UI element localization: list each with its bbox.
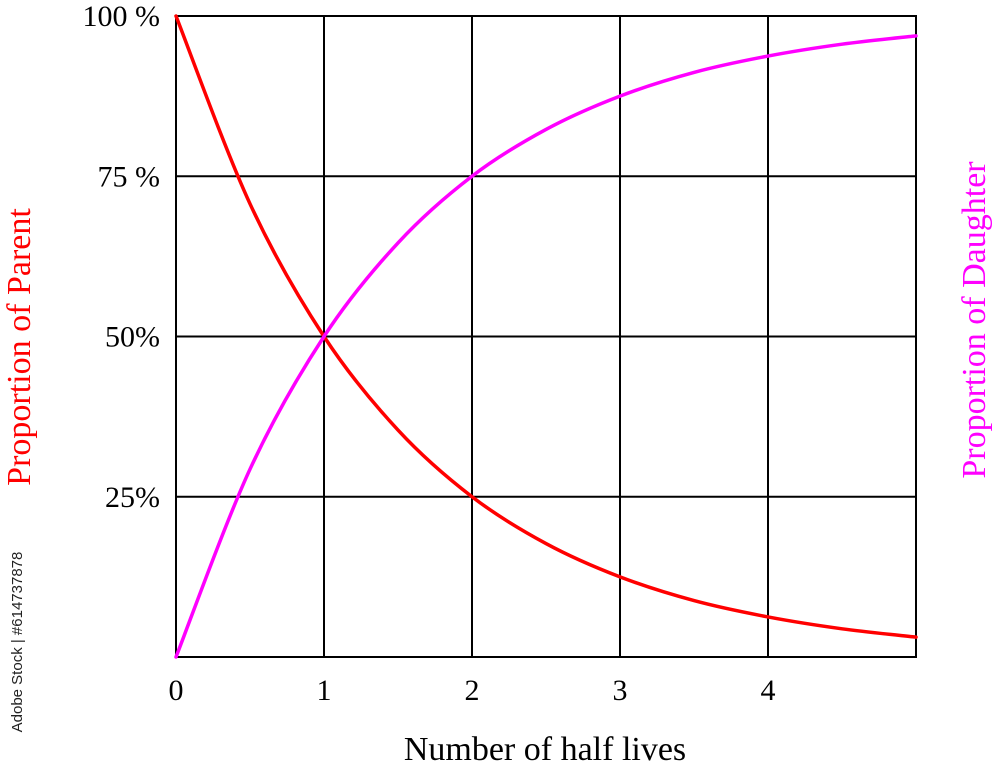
x-tick-label: 1 [317,674,332,707]
parent-curve [174,14,918,639]
y-tick-label: 50% [105,321,160,354]
y-axis-label-left: Proportion of Parent [1,208,38,486]
y-tick-label: 75 % [98,160,161,193]
y-axis-label-right: Proportion of Daughter [956,161,993,479]
y-tick-label: 25% [105,481,160,514]
x-tick-label: 3 [613,674,628,707]
x-tick-labels: 0 1 2 3 4 [169,674,776,707]
stock-watermark: Adobe Stock | #614737878 [9,552,26,733]
y-tick-label: 100 % [83,0,161,33]
y-tick-labels: 100 % 75 % 50% 25% [83,0,161,514]
daughter-curve [174,34,918,659]
x-tick-label: 2 [465,674,480,707]
x-tick-label: 4 [761,674,776,707]
grid [175,15,917,658]
series-group [174,14,918,659]
x-tick-label: 0 [169,674,184,707]
x-axis-label: Number of half lives [404,731,686,766]
